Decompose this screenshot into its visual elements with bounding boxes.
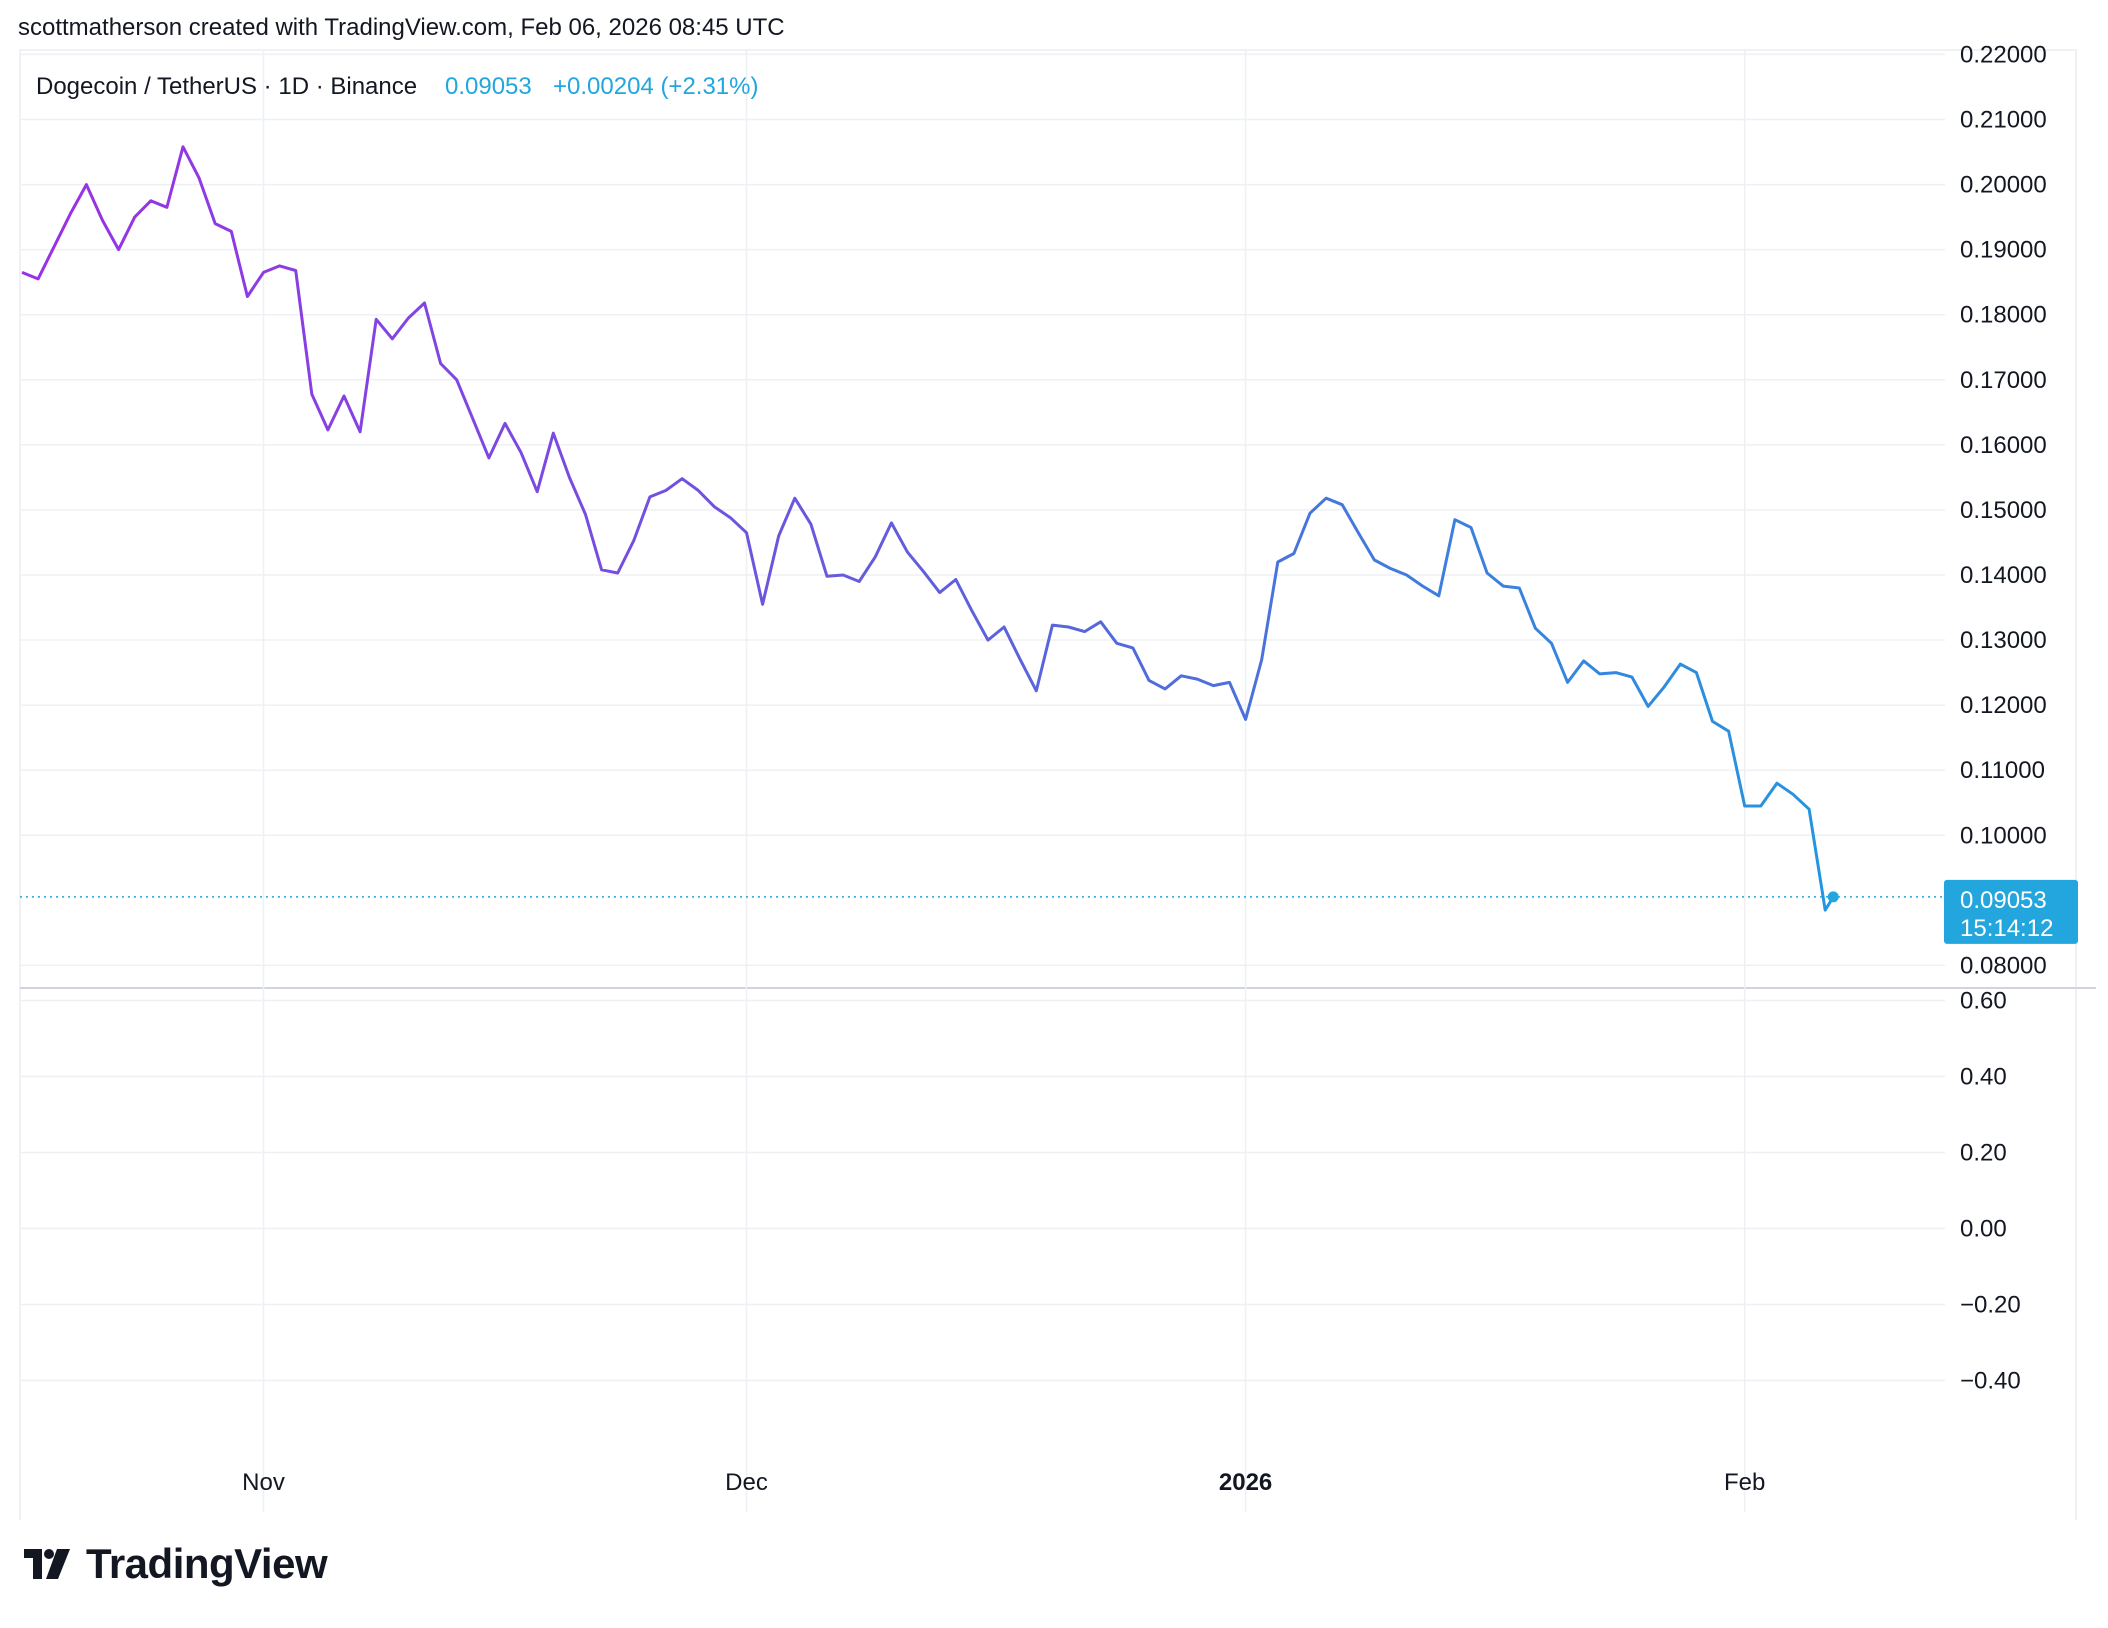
indicator-tick-label: 0.60 — [1960, 988, 2007, 1015]
price-tick-label: 0.15000 — [1960, 497, 2047, 524]
price-series — [20, 145, 1944, 912]
time-axis[interactable]: Nov Dec 2026 Feb — [242, 1469, 1765, 1496]
current-price-badge: 0.09053 15:14:12 — [1944, 879, 2078, 944]
price-tick-label: 0.10000 — [1960, 822, 2047, 849]
tradingview-logo-icon — [24, 1549, 70, 1579]
current-price-badge-bg — [1944, 879, 2078, 944]
legend: Dogecoin / TetherUS · 1D · Binance 0.090… — [36, 73, 759, 100]
price-tick-label: 0.16000 — [1960, 432, 2047, 459]
last-price-dot — [1827, 891, 1839, 903]
time-tick-label: Nov — [242, 1469, 285, 1496]
time-tick-label: Dec — [725, 1469, 768, 1496]
last-price-label: 0.09053 — [445, 73, 532, 100]
indicator-axis[interactable]: 0.60 0.40 0.20 0.00 −0.20 −0.40 — [1960, 988, 2021, 1395]
price-tick-label: 0.19000 — [1960, 237, 2047, 264]
price-tick-label: 0.08000 — [1960, 952, 2047, 979]
price-tick-label: 0.18000 — [1960, 302, 2047, 329]
price-tick-label: 0.20000 — [1960, 172, 2047, 199]
price-tick-label: 0.11000 — [1960, 757, 2045, 784]
price-change-label: +0.00204 (+2.31%) — [553, 73, 759, 100]
price-tick-label: 0.22000 — [1960, 41, 2047, 68]
indicator-tick-label: −0.40 — [1960, 1368, 2021, 1395]
price-tick-label: 0.14000 — [1960, 562, 2047, 589]
price-axis[interactable]: 0.22000 0.21000 0.20000 0.19000 0.18000 0.170… — [1960, 41, 2047, 979]
price-tick-label: 0.21000 — [1960, 107, 2047, 134]
chart-frame — [19, 49, 2096, 1520]
tradingview-logo[interactable]: TradingView — [24, 1540, 328, 1588]
price-tick-label: 0.12000 — [1960, 692, 2047, 719]
current-price-value: 0.09053 — [1960, 887, 2047, 914]
time-tick-label: Feb — [1724, 1469, 1765, 1496]
bar-countdown: 15:14:12 — [1960, 915, 2053, 942]
chart-border — [19, 49, 2077, 1520]
logo-text: TradingView — [86, 1540, 328, 1587]
price-chart[interactable]: 0.22000 0.21000 0.20000 0.19000 0.18000 0.170… — [0, 0, 2108, 1520]
indicator-tick-label: −0.20 — [1960, 1292, 2021, 1319]
grid-lines — [20, 50, 1945, 1512]
indicator-tick-label: 0.20 — [1960, 1140, 2007, 1167]
indicator-tick-label: 0.40 — [1960, 1064, 2007, 1091]
price-tick-label: 0.13000 — [1960, 627, 2047, 654]
chart-caption: scottmatherson created with TradingView.… — [18, 14, 785, 41]
indicator-tick-label: 0.00 — [1960, 1216, 2007, 1243]
symbol-label: Dogecoin / TetherUS · 1D · Binance — [36, 73, 417, 100]
price-line — [21, 145, 1835, 912]
time-tick-label: 2026 — [1219, 1469, 1272, 1496]
price-tick-label: 0.17000 — [1960, 367, 2047, 394]
